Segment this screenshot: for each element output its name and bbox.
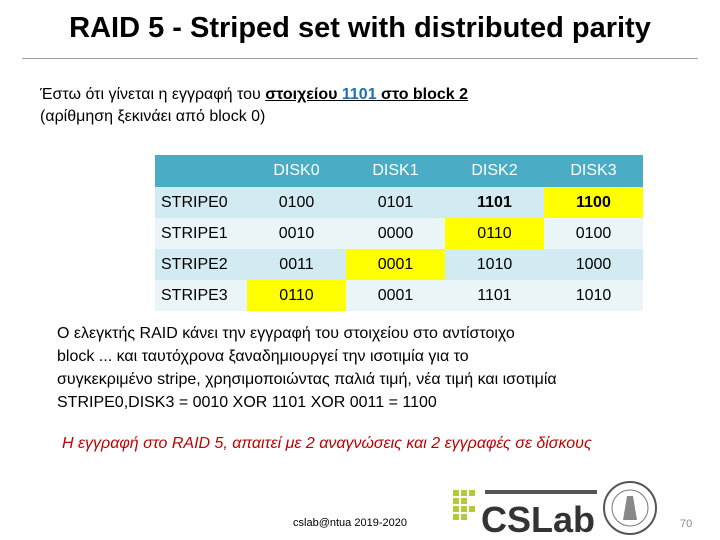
- explanation: Ο ελεγκτής RAID κάνει την εγγραφή του στ…: [57, 322, 557, 414]
- cell: 1101: [445, 187, 544, 218]
- intro: Έστω ότι γίνεται η εγγραφή του στοιχείου…: [40, 84, 468, 128]
- page-number: 70: [680, 518, 693, 530]
- row: STRIPE2 0011 0001 1010 1000: [155, 249, 643, 280]
- cell: 0100: [247, 187, 346, 218]
- cell: STRIPE0: [155, 187, 247, 218]
- cell: STRIPE2: [155, 249, 247, 280]
- row: STRIPE3 0110 0001 1101 1010: [155, 280, 643, 311]
- cell: 0001: [346, 280, 445, 311]
- title-rule: [22, 58, 698, 59]
- conclusion: Η εγγραφή στο RAID 5, απαιτεί με 2 αναγν…: [62, 435, 592, 452]
- intro-block: στο block 2: [381, 86, 469, 103]
- seal-inner: [611, 489, 649, 527]
- cell: 1100: [544, 187, 643, 218]
- cell: STRIPE1: [155, 218, 247, 249]
- row: STRIPE1 0010 0000 0110 0100: [155, 218, 643, 249]
- intro-word: στοιχείου: [265, 86, 338, 103]
- cell: 0011: [247, 249, 346, 280]
- seal-figure: [623, 496, 637, 520]
- cell: 0110: [247, 280, 346, 311]
- cell: 1000: [544, 249, 643, 280]
- header-cell: DISK1: [346, 155, 445, 187]
- cell: 0101: [346, 187, 445, 218]
- cell: 1010: [544, 280, 643, 311]
- intro-underlined: στοιχείου 1101 στο block 2: [265, 86, 468, 103]
- header-cell: DISK3: [544, 155, 643, 187]
- logos: CSLab: [453, 481, 657, 538]
- header-row: DISK0 DISK1 DISK2 DISK3: [155, 155, 643, 187]
- logo-dots: [453, 490, 475, 520]
- text-line: συγκεκριμένο stripe, χρησιμοποιώντας παλ…: [57, 371, 557, 388]
- intro-text: (αρίθμηση ξεκινάει από block 0): [40, 108, 266, 125]
- cell: 0100: [544, 218, 643, 249]
- cell: 0010: [247, 218, 346, 249]
- header-cell: DISK2: [445, 155, 544, 187]
- intro-value: 1101: [341, 86, 377, 103]
- logo-text: CSLab: [481, 499, 595, 538]
- row: STRIPE0 0100 0101 1101 1100: [155, 187, 643, 218]
- logo-bar: [485, 490, 597, 494]
- intro-text: Έστω ότι γίνεται η εγγραφή του: [40, 86, 266, 103]
- header-cell: DISK0: [247, 155, 346, 187]
- text-line: Ο ελεγκτής RAID κάνει την εγγραφή του στ…: [57, 325, 515, 342]
- slide-title: RAID 5 - Striped set with distributed pa…: [69, 12, 651, 44]
- raid-table: DISK0 DISK1 DISK2 DISK3 STRIPE0 0100 010…: [155, 155, 643, 311]
- cell: 1101: [445, 280, 544, 311]
- text-line: STRIPE0,DISK3 = 0010 XOR 1101 XOR 0011 =…: [57, 394, 437, 411]
- footer-text: cslab@ntua 2019-2020: [293, 517, 407, 529]
- seal: [603, 481, 657, 535]
- cell: 0110: [445, 218, 544, 249]
- cell: 0001: [346, 249, 445, 280]
- header-cell: [155, 155, 247, 187]
- text-line: block ... και ταυτόχρονα ξαναδημιουργεί …: [57, 348, 469, 365]
- cell: 1010: [445, 249, 544, 280]
- cell: 0000: [346, 218, 445, 249]
- cell: STRIPE3: [155, 280, 247, 311]
